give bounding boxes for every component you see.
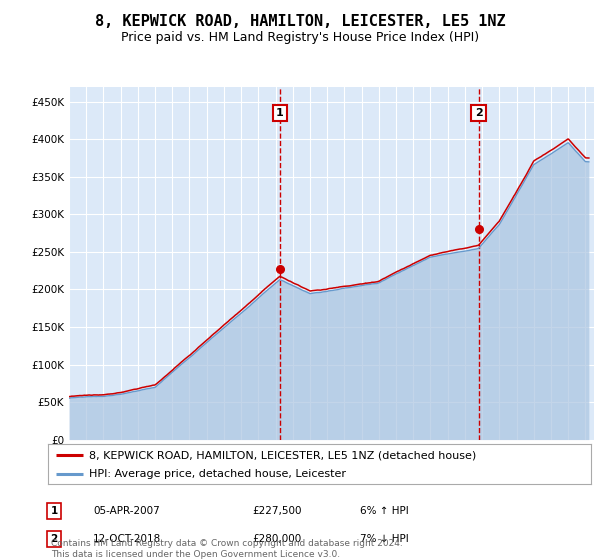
Text: £280,000: £280,000 <box>252 534 301 544</box>
Text: 7% ↓ HPI: 7% ↓ HPI <box>360 534 409 544</box>
Text: 05-APR-2007: 05-APR-2007 <box>93 506 160 516</box>
Text: £227,500: £227,500 <box>252 506 302 516</box>
Text: 8, KEPWICK ROAD, HAMILTON, LEICESTER, LE5 1NZ: 8, KEPWICK ROAD, HAMILTON, LEICESTER, LE… <box>95 14 505 29</box>
Text: 8, KEPWICK ROAD, HAMILTON, LEICESTER, LE5 1NZ (detached house): 8, KEPWICK ROAD, HAMILTON, LEICESTER, LE… <box>89 450 476 460</box>
Text: 1: 1 <box>276 108 284 118</box>
Text: 1: 1 <box>50 506 58 516</box>
Text: 6% ↑ HPI: 6% ↑ HPI <box>360 506 409 516</box>
Text: 2: 2 <box>50 534 58 544</box>
Text: Contains HM Land Registry data © Crown copyright and database right 2024.
This d: Contains HM Land Registry data © Crown c… <box>51 539 403 559</box>
Text: Price paid vs. HM Land Registry's House Price Index (HPI): Price paid vs. HM Land Registry's House … <box>121 31 479 44</box>
Text: 12-OCT-2018: 12-OCT-2018 <box>93 534 161 544</box>
Text: HPI: Average price, detached house, Leicester: HPI: Average price, detached house, Leic… <box>89 469 346 479</box>
Text: 2: 2 <box>475 108 482 118</box>
